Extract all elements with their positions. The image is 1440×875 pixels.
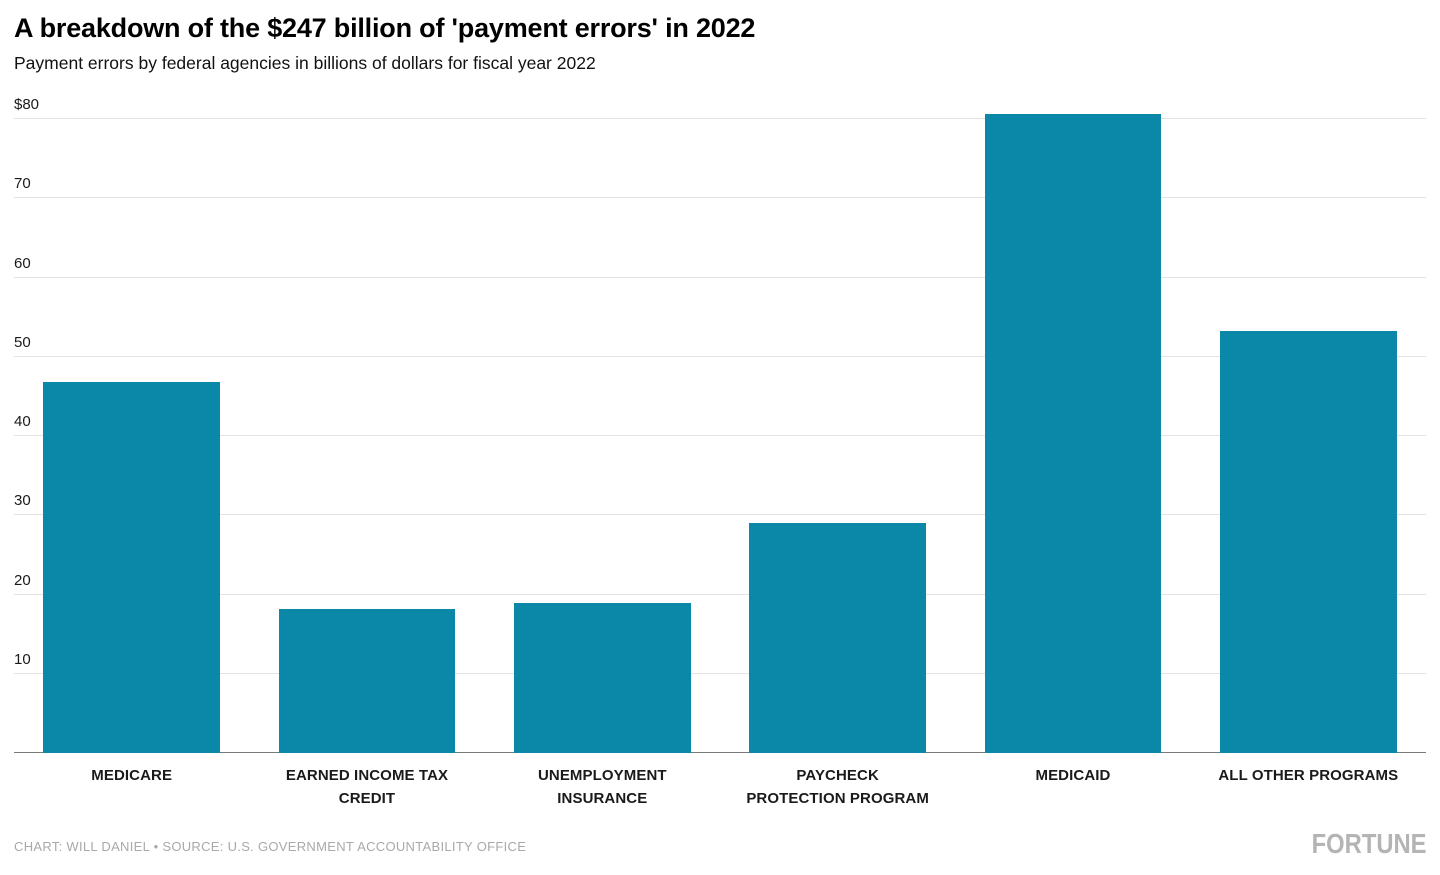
x-label-all-other-programs: ALL OTHER PROGRAMS	[1191, 765, 1426, 810]
gridline-60	[14, 276, 1426, 278]
footer-credit: CHART: WILL DANIEL • SOURCE: U.S. GOVERN…	[14, 839, 527, 854]
y-tick-label-60: 60	[14, 254, 31, 272]
bar-medicare	[43, 382, 221, 753]
x-label-text: MEDICAID	[1035, 767, 1111, 784]
bar-earned-income-tax-credit	[278, 608, 456, 753]
gridline-80	[14, 118, 1426, 119]
x-label-text: UNEMPLOYMENT INSURANCE	[537, 767, 667, 807]
gridline-40	[14, 435, 1426, 436]
y-tick-label-40: 40	[14, 413, 31, 430]
gridline-70	[14, 197, 1426, 199]
chart-subtitle: Payment errors by federal agencies in bi…	[14, 53, 596, 73]
y-tick-label-10: 10	[14, 650, 31, 668]
x-label-text: PAYCHECK PROTECTION PROGRAM	[746, 767, 929, 807]
y-tick-label-80: $80	[14, 96, 40, 113]
y-tick-label-30: 30	[14, 492, 31, 510]
x-label-earned-income-tax-credit: EARNED INCOME TAX CREDIT	[249, 765, 484, 810]
gridline-10	[14, 672, 1426, 674]
x-label-text: ALL OTHER PROGRAMS	[1218, 767, 1399, 784]
bar-unemployment-insurance	[513, 603, 691, 753]
x-label-medicaid: MEDICAID	[955, 765, 1190, 810]
bar-medicaid	[984, 114, 1162, 753]
y-tick-label-20: 20	[14, 571, 31, 589]
y-tick-label-70: 70	[14, 175, 31, 193]
plot-area: 10 20 30 40 50 60 70 $80	[14, 96, 1426, 753]
bar-all-other-programs	[1219, 331, 1397, 753]
x-label-text: EARNED INCOME TAX CREDIT	[285, 767, 449, 807]
x-label-text: MEDICARE	[91, 767, 173, 784]
x-axis-line	[14, 752, 1426, 753]
bar-paycheck-protection-program	[749, 523, 927, 753]
y-tick-label-50: 50	[14, 333, 31, 351]
gridline-50	[14, 355, 1426, 357]
gridline-20	[14, 593, 1426, 595]
x-label-paycheck-protection-program: PAYCHECK PROTECTION PROGRAM	[720, 765, 955, 810]
fortune-logo: FORTUNE	[1311, 828, 1426, 860]
x-axis-labels: MEDICARE EARNED INCOME TAX CREDIT UNEMPLOY…	[14, 765, 1426, 810]
chart-title: A breakdown of the $247 billion of 'paym…	[14, 13, 756, 43]
x-label-unemployment-insurance: UNEMPLOYMENT INSURANCE	[485, 765, 720, 810]
gridline-30	[14, 514, 1426, 516]
x-label-medicare: MEDICARE	[14, 765, 249, 810]
